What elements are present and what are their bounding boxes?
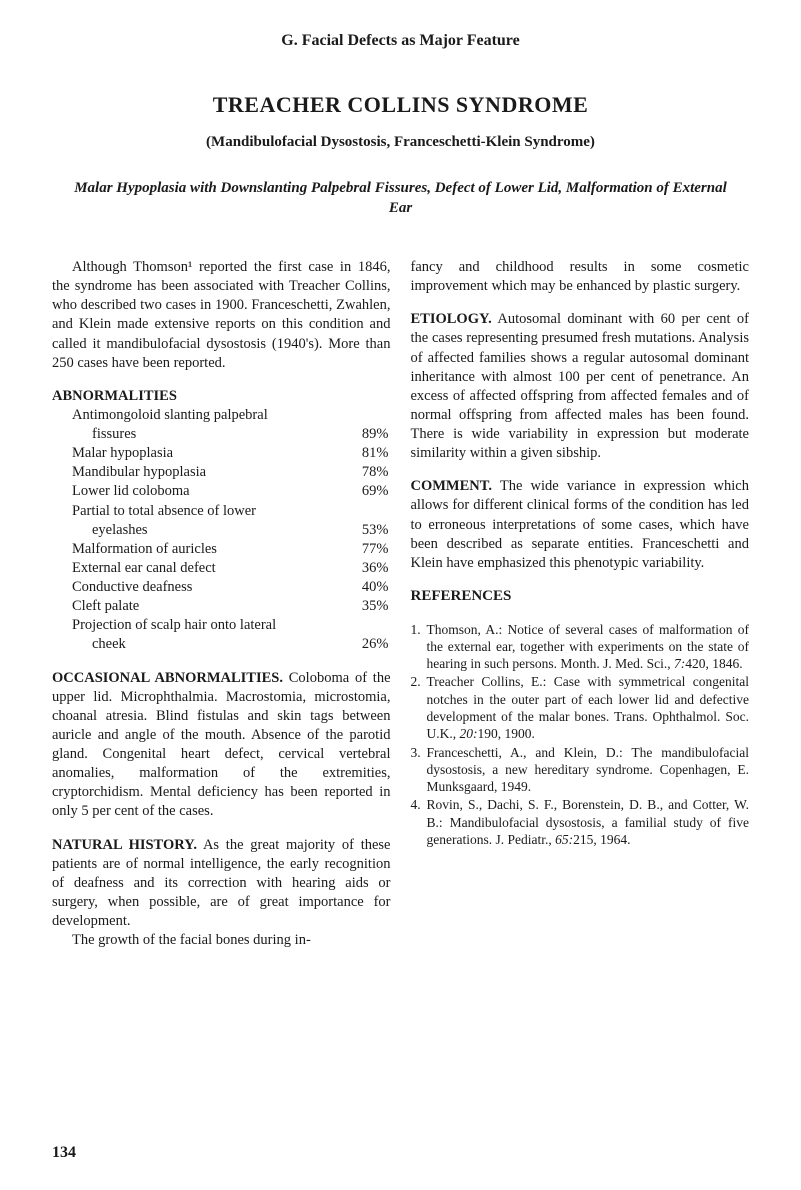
reference-item: 3.Franceschetti, A., and Klein, D.: The … [411,744,750,796]
abnorm-value: 36% [362,559,391,578]
abnorm-value: 81% [362,444,391,463]
abnorm-value: 35% [362,597,391,616]
section-header: G. Facial Defects as Major Feature [52,32,749,50]
subtitle: (Mandibulofacial Dysostosis, Franceschet… [52,134,749,151]
abnorm-label: Partial to total absence of lower [52,502,256,521]
continuation-paragraph: fancy and childhood results in some cosm… [411,258,750,296]
etiology-heading: ETIOLOGY. [411,311,492,327]
abnorm-row: External ear canal defect 36% [52,559,391,578]
abnorm-sublabel: cheek [52,635,126,654]
abnorm-row: Antimongoloid slanting palpebral [52,406,391,425]
reference-text: Franceschetti, A., and Klein, D.: The ma… [427,744,750,796]
abnorm-value: 53% [362,521,391,540]
abnorm-label: External ear canal defect [52,559,216,578]
abnorm-row: Conductive deafness 40% [52,578,391,597]
abnormalities-list: Antimongoloid slanting palpebralfissures… [52,406,391,655]
two-column-layout: Although Thomson¹ reported the first cas… [52,258,749,950]
reference-item: 2.Treacher Collins, E.: Case with symmet… [411,673,750,742]
abnorm-label: Projection of scalp hair onto lateral [52,616,276,635]
abnorm-label: Lower lid coloboma [52,482,190,501]
occasional-text: Coloboma of the upper lid. Microphthalmi… [52,670,391,820]
abnorm-row: eyelashes 53% [52,521,391,540]
reference-number: 2. [411,673,427,742]
abnormalities-heading: ABNORMALITIES [52,387,391,406]
references-list: 1.Thomson, A.: Notice of several cases o… [411,621,750,848]
etiology-paragraph: ETIOLOGY. Autosomal dominant with 60 per… [411,310,750,463]
natural-history-cont: The growth of the facial bones during in… [52,931,391,950]
abnorm-row: Malar hypoplasia 81% [52,444,391,463]
right-column: fancy and childhood results in some cosm… [411,258,750,950]
abnorm-row: Mandibular hypoplasia 78% [52,463,391,482]
page-number: 134 [52,1144,76,1162]
abnorm-value: 77% [362,540,391,559]
abnorm-label: Conductive deafness [52,578,192,597]
reference-text: Treacher Collins, E.: Case with symmetri… [427,673,750,742]
abnorm-row: cheek 26% [52,635,391,654]
abnorm-row: Partial to total absence of lower [52,502,391,521]
abnorm-row: Projection of scalp hair onto lateral [52,616,391,635]
left-column: Although Thomson¹ reported the first cas… [52,258,391,950]
abnorm-value: 78% [362,463,391,482]
abnorm-sublabel: eyelashes [52,521,148,540]
abnorm-label: Malar hypoplasia [52,444,173,463]
natural-history-paragraph: NATURAL HISTORY. As the great majority o… [52,836,391,932]
abnorm-value: 69% [362,482,391,501]
abnorm-row: Cleft palate 35% [52,597,391,616]
etiology-text: Autosomal dominant with 60 per cent of t… [411,311,750,461]
abnorm-label: Antimongoloid slanting palpebral [52,406,268,425]
reference-number: 1. [411,621,427,673]
occasional-paragraph: OCCASIONAL ABNORMALITIES. Coloboma of th… [52,669,391,822]
abnorm-label: Malformation of auricles [52,540,217,559]
reference-number: 4. [411,796,427,848]
reference-text: Thomson, A.: Notice of several cases of … [427,621,750,673]
comment-heading: COMMENT. [411,478,493,494]
abnorm-value: 40% [362,578,391,597]
abnorm-row: Lower lid coloboma 69% [52,482,391,501]
comment-paragraph: COMMENT. The wide variance in expression… [411,477,750,573]
abnorm-value: 89% [362,425,391,444]
description: Malar Hypoplasia with Downslanting Palpe… [52,179,749,218]
abnorm-row: fissures 89% [52,425,391,444]
abnorm-label: Cleft palate [52,597,139,616]
abnorm-value: 26% [362,635,391,654]
intro-paragraph: Although Thomson¹ reported the first cas… [52,258,391,373]
main-title: TREACHER COLLINS SYNDROME [52,92,749,118]
reference-number: 3. [411,744,427,796]
reference-item: 4.Rovin, S., Dachi, S. F., Borenstein, D… [411,796,750,848]
abnorm-row: Malformation of auricles 77% [52,540,391,559]
reference-item: 1.Thomson, A.: Notice of several cases o… [411,621,750,673]
abnorm-sublabel: fissures [52,425,136,444]
abnorm-label: Mandibular hypoplasia [52,463,206,482]
natural-history-heading: NATURAL HISTORY. [52,837,197,853]
references-heading: REFERENCES [411,587,750,607]
occasional-heading: OCCASIONAL ABNORMALITIES. [52,670,283,686]
reference-text: Rovin, S., Dachi, S. F., Borenstein, D. … [427,796,750,848]
